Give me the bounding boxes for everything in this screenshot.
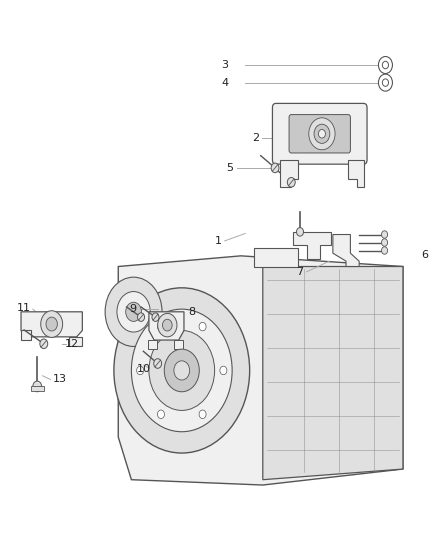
- Text: 8: 8: [188, 307, 195, 317]
- Text: 2: 2: [253, 133, 260, 142]
- Circle shape: [164, 349, 199, 392]
- Circle shape: [158, 313, 177, 337]
- Circle shape: [271, 163, 279, 173]
- Text: 9: 9: [129, 304, 136, 314]
- Circle shape: [381, 239, 388, 246]
- Polygon shape: [118, 256, 403, 485]
- Circle shape: [297, 228, 304, 236]
- FancyBboxPatch shape: [289, 115, 350, 153]
- Circle shape: [41, 311, 63, 337]
- Circle shape: [117, 292, 150, 332]
- Circle shape: [157, 410, 164, 418]
- Circle shape: [138, 313, 145, 321]
- Circle shape: [381, 231, 388, 238]
- Circle shape: [199, 410, 206, 418]
- Circle shape: [314, 124, 330, 143]
- Polygon shape: [21, 330, 31, 340]
- Circle shape: [40, 339, 48, 349]
- Polygon shape: [293, 232, 331, 259]
- Polygon shape: [21, 312, 82, 337]
- Circle shape: [199, 322, 206, 331]
- Text: 7: 7: [297, 267, 304, 277]
- FancyBboxPatch shape: [174, 340, 183, 349]
- Circle shape: [162, 319, 172, 331]
- Text: 5: 5: [226, 163, 233, 173]
- FancyBboxPatch shape: [148, 340, 157, 349]
- Polygon shape: [149, 312, 184, 340]
- Polygon shape: [263, 266, 403, 480]
- Text: 10: 10: [137, 364, 151, 374]
- Polygon shape: [280, 160, 298, 187]
- Text: 12: 12: [65, 339, 79, 349]
- Circle shape: [220, 366, 227, 375]
- Circle shape: [381, 247, 388, 254]
- Circle shape: [309, 118, 335, 150]
- Text: 1: 1: [215, 236, 222, 246]
- Circle shape: [137, 366, 144, 375]
- Circle shape: [152, 313, 159, 321]
- Circle shape: [126, 302, 141, 321]
- Circle shape: [105, 277, 162, 346]
- Circle shape: [318, 130, 325, 138]
- Polygon shape: [254, 248, 298, 266]
- Polygon shape: [333, 235, 359, 266]
- Circle shape: [114, 288, 250, 453]
- Polygon shape: [348, 160, 364, 187]
- Text: 4: 4: [222, 78, 229, 87]
- Polygon shape: [69, 337, 82, 346]
- Circle shape: [149, 330, 215, 410]
- Text: 6: 6: [421, 250, 428, 260]
- Text: 13: 13: [53, 375, 67, 384]
- Circle shape: [287, 177, 295, 187]
- Text: 11: 11: [17, 303, 31, 313]
- Circle shape: [158, 322, 164, 331]
- Circle shape: [174, 361, 190, 380]
- Circle shape: [154, 359, 162, 368]
- Circle shape: [46, 317, 57, 331]
- FancyBboxPatch shape: [31, 386, 44, 391]
- Circle shape: [131, 309, 232, 432]
- FancyBboxPatch shape: [272, 103, 367, 164]
- Circle shape: [33, 381, 42, 392]
- Text: 3: 3: [222, 60, 229, 70]
